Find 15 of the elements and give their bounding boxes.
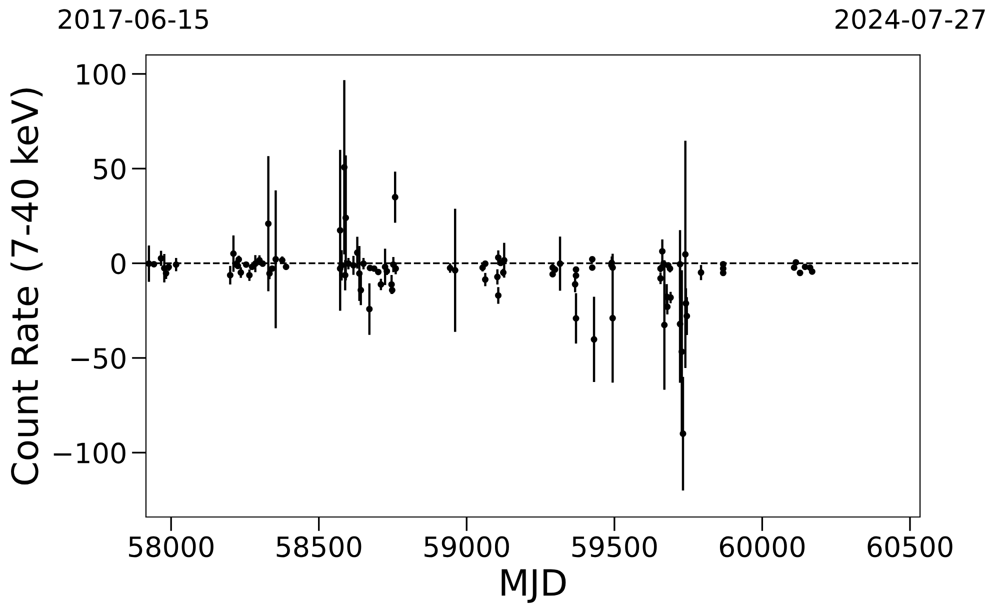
y-tick-label: 50 (94, 158, 126, 180)
x-tick-label: 59500 (572, 536, 657, 558)
x-tick-label: 58500 (276, 536, 362, 558)
y-tick-label: −50 (72, 348, 126, 369)
x-tick-label: 59000 (424, 536, 509, 558)
x-tick-label: 60000 (720, 536, 805, 558)
x-axis-title: MJD (502, 569, 566, 603)
y-axis-title: Count Rate (7-40 keV) (10, 88, 43, 485)
y-tick-label: 100 (77, 64, 126, 85)
y-tick-label: 0 (111, 253, 126, 274)
x-tick-label: 60500 (868, 536, 952, 558)
text: 2017-06-15 (58, 9, 208, 30)
y-tick-label: −100 (54, 442, 126, 464)
text: 2024-07-27 (836, 9, 985, 30)
x-tick-label: 58000 (129, 536, 214, 558)
